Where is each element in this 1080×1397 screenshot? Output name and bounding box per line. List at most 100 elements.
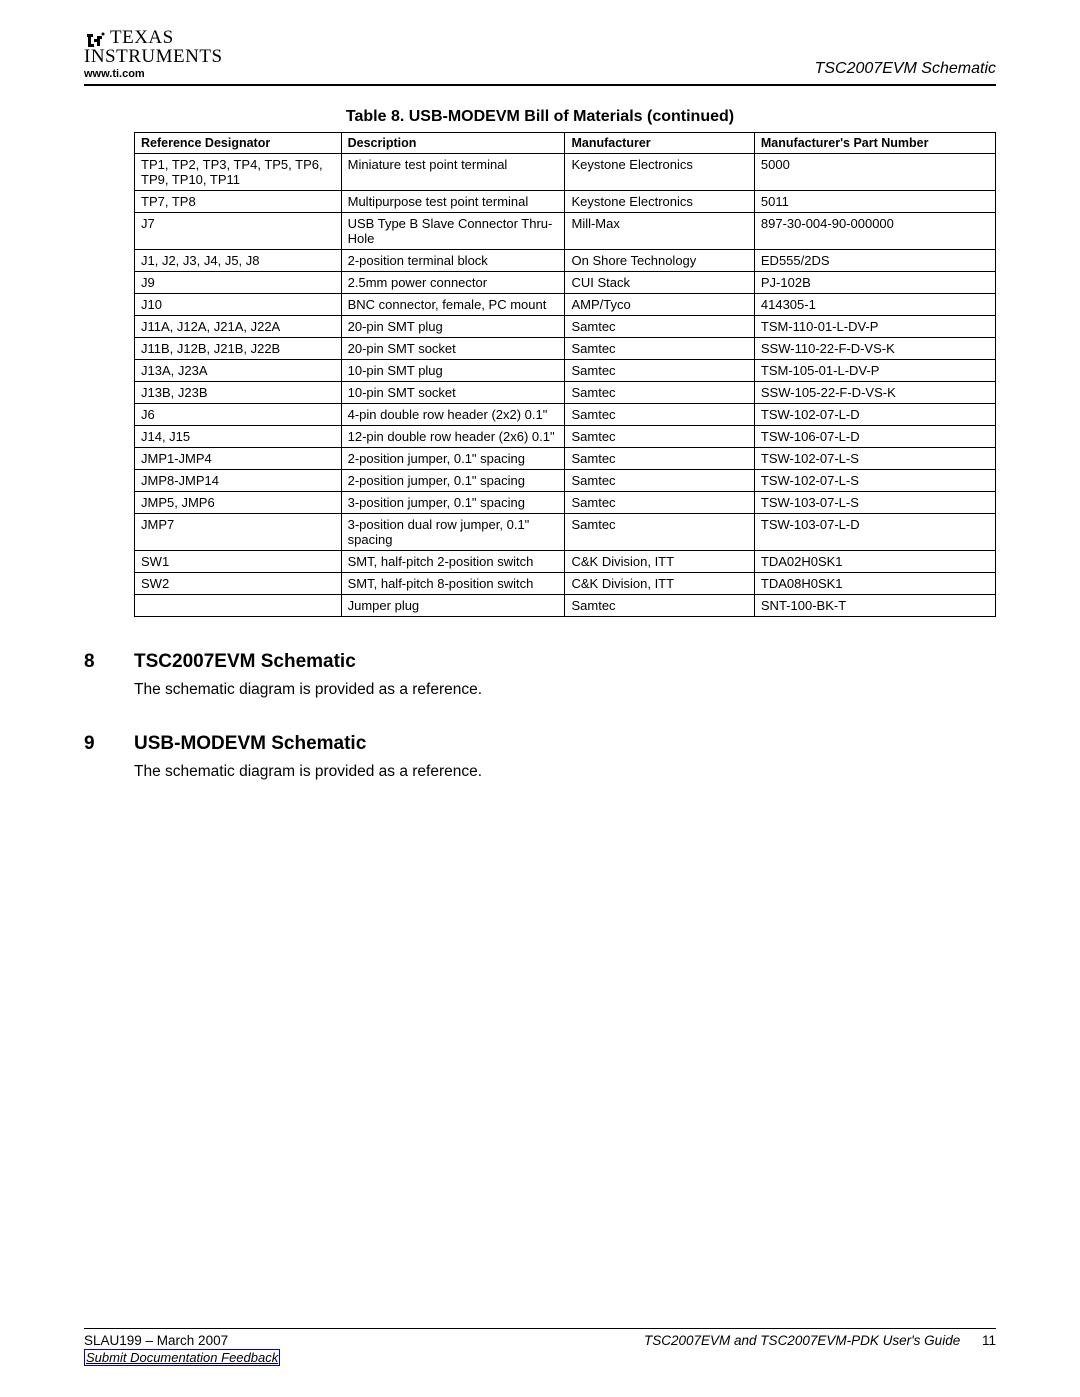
table-cell: TSW-103-07-L-S bbox=[754, 492, 995, 514]
table-cell: J7 bbox=[135, 213, 342, 250]
section-body: The schematic diagram is provided as a r… bbox=[134, 763, 996, 781]
table-cell: Samtec bbox=[565, 492, 754, 514]
table-cell: C&K Division, ITT bbox=[565, 551, 754, 573]
table-row: JMP8-JMP142-position jumper, 0.1" spacin… bbox=[135, 470, 996, 492]
footer-doc-title: TSC2007EVM and TSC2007EVM-PDK User's Gui… bbox=[644, 1333, 960, 1348]
logo-instruments: INSTRUMENTS bbox=[84, 47, 223, 66]
table-cell: 897-30-004-90-000000 bbox=[754, 213, 995, 250]
table-cell: Samtec bbox=[565, 514, 754, 551]
table-cell: JMP1-JMP4 bbox=[135, 448, 342, 470]
th-part: Manufacturer's Part Number bbox=[754, 133, 995, 154]
table-row: J14, J1512-pin double row header (2x6) 0… bbox=[135, 426, 996, 448]
table-cell: 2-position jumper, 0.1" spacing bbox=[341, 448, 565, 470]
table-row: J10BNC connector, female, PC mountAMP/Ty… bbox=[135, 294, 996, 316]
section-heading: 8TSC2007EVM Schematic bbox=[84, 651, 996, 673]
table-row: SW2SMT, half-pitch 8-position switchC&K … bbox=[135, 573, 996, 595]
table-cell bbox=[135, 595, 342, 617]
page-footer: SLAU199 – March 2007 TSC2007EVM and TSC2… bbox=[84, 1320, 996, 1367]
table-cell: 2-position jumper, 0.1" spacing bbox=[341, 470, 565, 492]
table-cell: C&K Division, ITT bbox=[565, 573, 754, 595]
table-cell: ED555/2DS bbox=[754, 250, 995, 272]
section-number: 9 bbox=[84, 733, 134, 755]
table-cell: JMP8-JMP14 bbox=[135, 470, 342, 492]
table-cell: 10-pin SMT plug bbox=[341, 360, 565, 382]
table-row: J92.5mm power connectorCUI StackPJ-102B bbox=[135, 272, 996, 294]
table-cell: SSW-110-22-F-D-VS-K bbox=[754, 338, 995, 360]
th-desc: Description bbox=[341, 133, 565, 154]
section-title: USB-MODEVM Schematic bbox=[134, 733, 366, 755]
submit-feedback-link[interactable]: Submit Documentation Feedback bbox=[84, 1349, 280, 1366]
header-section-title: TSC2007EVM Schematic bbox=[815, 60, 996, 80]
table-cell: J11A, J12A, J21A, J22A bbox=[135, 316, 342, 338]
table-cell: Samtec bbox=[565, 448, 754, 470]
table-row: SW1SMT, half-pitch 2-position switchC&K … bbox=[135, 551, 996, 573]
table-cell: J14, J15 bbox=[135, 426, 342, 448]
table-row: TP7, TP8Multipurpose test point terminal… bbox=[135, 191, 996, 213]
table-row: J7USB Type B Slave Connector Thru-HoleMi… bbox=[135, 213, 996, 250]
table-cell: Miniature test point terminal bbox=[341, 154, 565, 191]
table-cell: Jumper plug bbox=[341, 595, 565, 617]
th-mfr: Manufacturer bbox=[565, 133, 754, 154]
table-row: J13A, J23A10-pin SMT plugSamtecTSM-105-0… bbox=[135, 360, 996, 382]
table-row: JMP1-JMP42-position jumper, 0.1" spacing… bbox=[135, 448, 996, 470]
table-cell: TSW-102-07-L-S bbox=[754, 470, 995, 492]
table-cell: BNC connector, female, PC mount bbox=[341, 294, 565, 316]
footer-docnum: SLAU199 – March 2007 bbox=[84, 1333, 228, 1348]
section-heading: 9USB-MODEVM Schematic bbox=[84, 733, 996, 755]
table-cell: TP1, TP2, TP3, TP4, TP5, TP6, TP9, TP10,… bbox=[135, 154, 342, 191]
table-cell: TSW-102-07-L-D bbox=[754, 404, 995, 426]
table-cell: TSM-105-01-L-DV-P bbox=[754, 360, 995, 382]
table-cell: 2.5mm power connector bbox=[341, 272, 565, 294]
table-cell: TSW-103-07-L-D bbox=[754, 514, 995, 551]
logo-texas: TEXAS bbox=[110, 28, 223, 47]
table-cell: 5011 bbox=[754, 191, 995, 213]
table-cell: 2-position terminal block bbox=[341, 250, 565, 272]
table-cell: J10 bbox=[135, 294, 342, 316]
th-ref: Reference Designator bbox=[135, 133, 342, 154]
table-row: JMP5, JMP63-position jumper, 0.1" spacin… bbox=[135, 492, 996, 514]
table-cell: Keystone Electronics bbox=[565, 154, 754, 191]
header-rule bbox=[84, 84, 996, 86]
table-cell: J13A, J23A bbox=[135, 360, 342, 382]
table-cell: 5000 bbox=[754, 154, 995, 191]
table-cell: J1, J2, J3, J4, J5, J8 bbox=[135, 250, 342, 272]
table-cell: SW1 bbox=[135, 551, 342, 573]
table-row: J1, J2, J3, J4, J5, J82-position termina… bbox=[135, 250, 996, 272]
table-cell: USB Type B Slave Connector Thru-Hole bbox=[341, 213, 565, 250]
table-cell: J11B, J12B, J21B, J22B bbox=[135, 338, 342, 360]
table-cell: J6 bbox=[135, 404, 342, 426]
bom-table: Reference Designator Description Manufac… bbox=[134, 132, 996, 617]
section-title: TSC2007EVM Schematic bbox=[134, 651, 356, 673]
header-url: www.ti.com bbox=[84, 68, 145, 80]
table-cell: TSM-110-01-L-DV-P bbox=[754, 316, 995, 338]
ti-logo-block: TEXAS INSTRUMENTS www.ti.com bbox=[84, 28, 223, 80]
table-cell: TDA02H0SK1 bbox=[754, 551, 995, 573]
table-cell: AMP/Tyco bbox=[565, 294, 754, 316]
table-cell: Samtec bbox=[565, 595, 754, 617]
table-header-row: Reference Designator Description Manufac… bbox=[135, 133, 996, 154]
table-cell: PJ-102B bbox=[754, 272, 995, 294]
table-cell: Mill-Max bbox=[565, 213, 754, 250]
table-cell: Samtec bbox=[565, 426, 754, 448]
table-row: JMP73-position dual row jumper, 0.1" spa… bbox=[135, 514, 996, 551]
table-cell: TSW-102-07-L-S bbox=[754, 448, 995, 470]
table-row: J13B, J23B10-pin SMT socketSamtecSSW-105… bbox=[135, 382, 996, 404]
table-cell: Samtec bbox=[565, 316, 754, 338]
table-cell: Samtec bbox=[565, 360, 754, 382]
table-cell: 20-pin SMT plug bbox=[341, 316, 565, 338]
table-cell: JMP5, JMP6 bbox=[135, 492, 342, 514]
table-cell: Samtec bbox=[565, 338, 754, 360]
table-cell: Samtec bbox=[565, 382, 754, 404]
table-row: TP1, TP2, TP3, TP4, TP5, TP6, TP9, TP10,… bbox=[135, 154, 996, 191]
table-cell: Samtec bbox=[565, 404, 754, 426]
table-cell: TDA08H0SK1 bbox=[754, 573, 995, 595]
table-cell: JMP7 bbox=[135, 514, 342, 551]
table-cell: 4-pin double row header (2x2) 0.1" bbox=[341, 404, 565, 426]
table-cell: SNT-100-BK-T bbox=[754, 595, 995, 617]
section-body: The schematic diagram is provided as a r… bbox=[134, 681, 996, 699]
page-header: TEXAS INSTRUMENTS www.ti.com TSC2007EVM … bbox=[84, 28, 996, 80]
table-cell: 3-position dual row jumper, 0.1" spacing bbox=[341, 514, 565, 551]
table-row: J11A, J12A, J21A, J22A20-pin SMT plugSam… bbox=[135, 316, 996, 338]
table-cell: 3-position jumper, 0.1" spacing bbox=[341, 492, 565, 514]
table-cell: J13B, J23B bbox=[135, 382, 342, 404]
